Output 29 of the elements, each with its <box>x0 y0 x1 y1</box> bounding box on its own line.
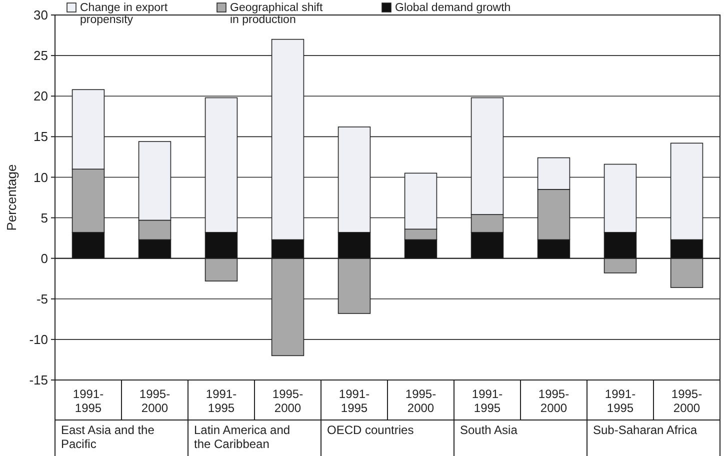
y-tick-label: 15 <box>34 129 48 144</box>
x-tick-label: 1995-2000 <box>272 387 304 415</box>
x-tick-label: 1995-2000 <box>139 387 170 415</box>
x-tick-label: 1995-2000 <box>671 387 702 415</box>
y-tick-label: 10 <box>34 170 48 185</box>
x-tick-label: 1991-1995 <box>206 387 237 415</box>
x-tick-label: 1995-2000 <box>538 387 570 415</box>
text: Sub-Saharan Africa <box>593 423 698 437</box>
y-tick-label: -10 <box>29 332 48 347</box>
y-tick-label: 30 <box>34 8 48 23</box>
x-tick-label: 1991-1995 <box>72 387 104 415</box>
x-tick-label: 1991-1995 <box>604 387 636 415</box>
legend-label: Geographical shift in production <box>230 2 324 26</box>
legend-label: Change in export propensity <box>80 2 168 26</box>
y-tick-label: -15 <box>29 372 48 388</box>
y-tick-label: 20 <box>34 88 48 104</box>
y-tick-label: 5 <box>40 210 48 226</box>
text: East Asia and the Pacific <box>61 423 155 451</box>
y-tick-label: 25 <box>34 48 48 64</box>
y-axis-title: Percentage <box>4 164 19 231</box>
y-tick-label: -5 <box>36 291 48 306</box>
x-tick-label: 1995-2000 <box>405 387 436 415</box>
x-tick-label: 1991-1995 <box>338 387 370 415</box>
text: OECD countries <box>327 423 414 437</box>
x-tick-label: 1991-1995 <box>472 387 503 415</box>
text: South Asia <box>460 423 518 437</box>
legend-label: Global demand growth <box>395 2 511 14</box>
y-tick-label: 0 <box>40 250 48 266</box>
text: Latin America and the Caribbean <box>194 423 290 451</box>
